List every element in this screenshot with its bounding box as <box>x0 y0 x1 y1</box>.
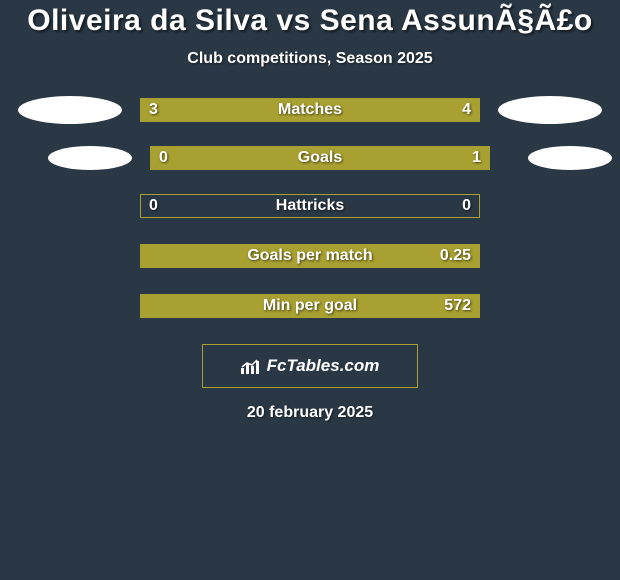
stat-right-value: 572 <box>444 297 471 315</box>
comparison-infographic: Oliveira da Silva vs Sena AssunÃ§Ã£o Clu… <box>0 0 620 422</box>
bar-right-fill <box>236 147 490 169</box>
stat-right-value: 0.25 <box>440 247 471 265</box>
stat-bar: Goals per match 0.25 <box>140 244 480 268</box>
stat-label: Matches <box>278 101 342 119</box>
player-right-ellipse <box>528 146 612 170</box>
stat-left-value: 0 <box>159 149 168 167</box>
stat-row: Goals per match 0.25 <box>0 242 620 270</box>
player-right-ellipse <box>498 96 602 124</box>
spacer <box>18 292 122 320</box>
stat-left-value: 3 <box>149 101 158 119</box>
player-left-ellipse <box>48 146 132 170</box>
stat-label: Hattricks <box>276 197 344 215</box>
spacer <box>18 242 122 270</box>
stat-bar: 0 Hattricks 0 <box>140 194 480 218</box>
title: Oliveira da Silva vs Sena AssunÃ§Ã£o <box>27 4 592 38</box>
stat-bar: Min per goal 572 <box>140 294 480 318</box>
stat-row: 3 Matches 4 <box>0 96 620 124</box>
player-left-ellipse <box>18 96 122 124</box>
stat-label: Min per goal <box>263 297 357 315</box>
bar-left-fill <box>141 99 276 121</box>
spacer <box>498 292 602 320</box>
subtitle: Club competitions, Season 2025 <box>187 50 432 68</box>
stat-bar: 0 Goals 1 <box>150 146 490 170</box>
stat-label: Goals per match <box>247 247 372 265</box>
chart-icon <box>241 358 261 374</box>
stat-left-value: 0 <box>149 197 158 215</box>
stat-row: 0 Hattricks 0 <box>0 192 620 220</box>
stat-label: Goals <box>298 149 342 167</box>
spacer <box>18 192 122 220</box>
logo-box: FcTables.com <box>202 344 418 388</box>
stat-row: 0 Goals 1 <box>0 146 620 170</box>
stat-bar: 3 Matches 4 <box>140 98 480 122</box>
logo-text: FcTables.com <box>267 356 380 376</box>
spacer <box>498 192 602 220</box>
spacer <box>498 242 602 270</box>
stat-row: Min per goal 572 <box>0 292 620 320</box>
stat-right-value: 1 <box>472 149 481 167</box>
date: 20 february 2025 <box>247 404 373 422</box>
stat-right-value: 4 <box>462 101 471 119</box>
stat-right-value: 0 <box>462 197 471 215</box>
stats-rows: 3 Matches 4 0 Goals 1 0 Hattricks 0 Goals per mat… <box>0 96 620 342</box>
